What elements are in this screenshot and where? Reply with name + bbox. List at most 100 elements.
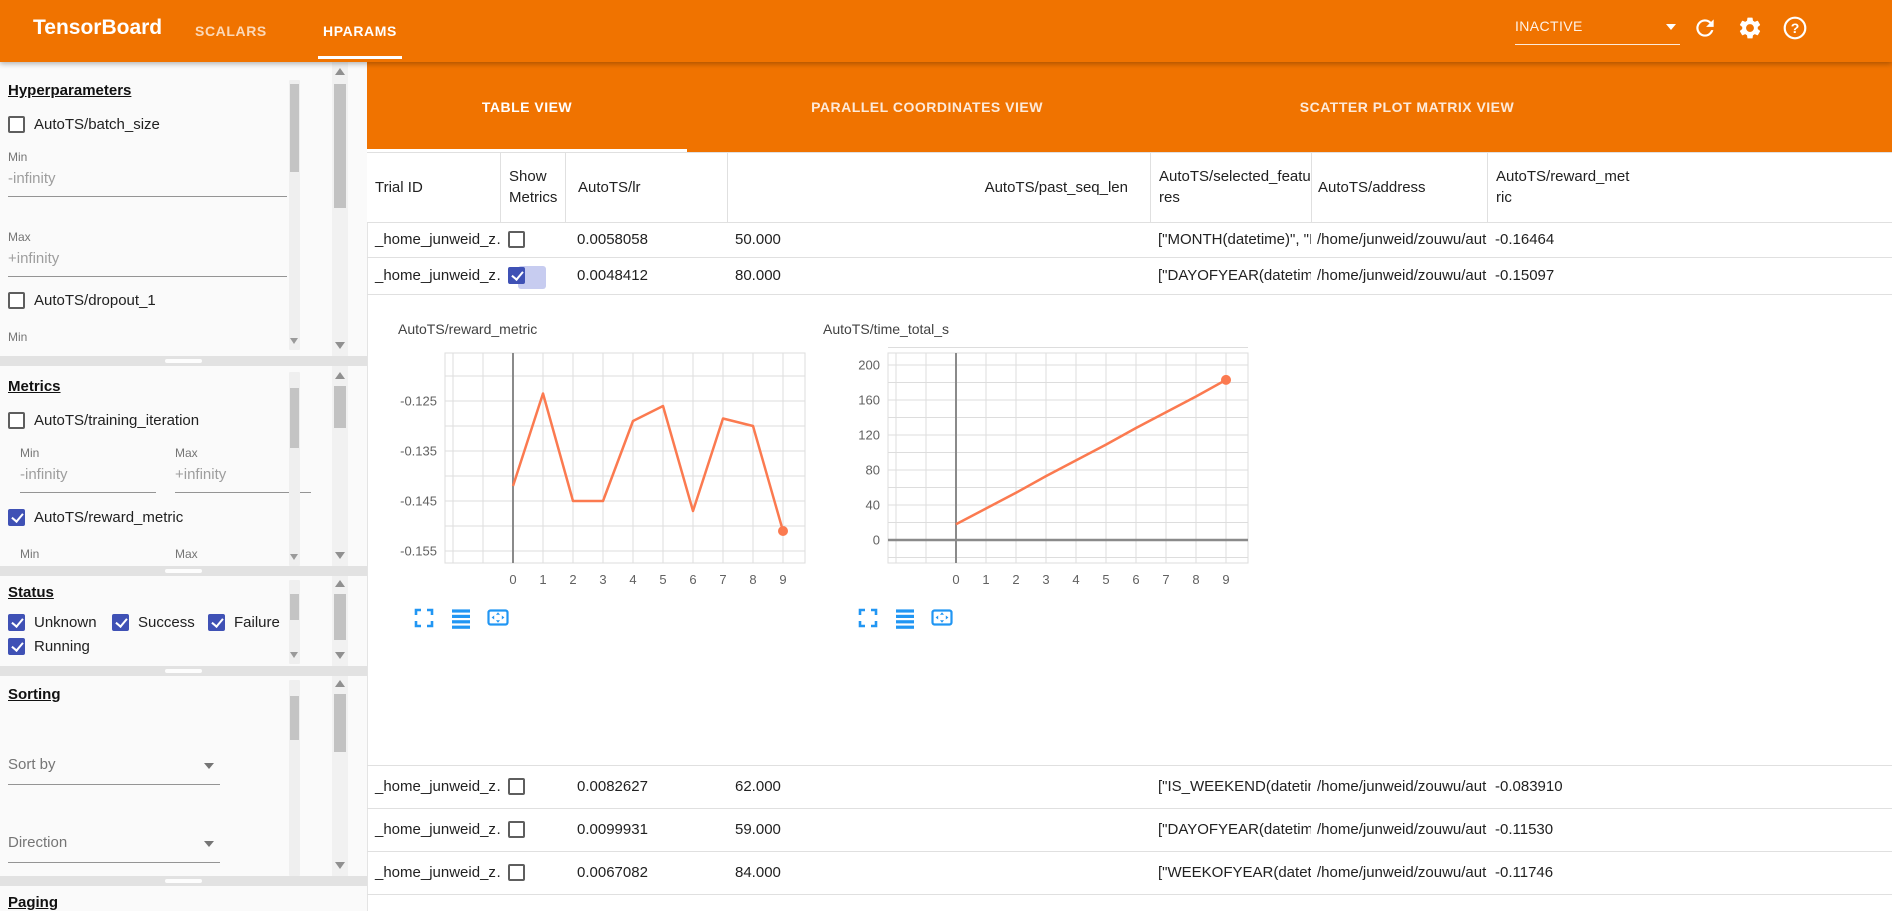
run-selector[interactable]: INACTIVE	[1515, 12, 1680, 45]
metric-max-input[interactable]: +infinity	[175, 466, 311, 493]
section-resize-handle[interactable]	[0, 666, 367, 676]
metric-min-input[interactable]: -infinity	[20, 466, 156, 493]
fullscreen-icon[interactable]	[856, 606, 880, 630]
checkbox-status-unknown[interactable]	[8, 614, 25, 631]
show-metrics-checkbox-row5[interactable]	[508, 864, 525, 881]
show-metrics-checkbox-row3[interactable]	[508, 778, 525, 795]
nav-tab-hparams[interactable]: HPARAMS	[323, 23, 397, 39]
help-icon[interactable]: ?	[1782, 15, 1812, 45]
section-resize-handle[interactable]	[0, 876, 367, 886]
settings-gear-icon[interactable]	[1737, 15, 1767, 45]
cell-address: /home/junweid/zouwu/aut…	[1317, 821, 1487, 838]
outer-scrollbar-1[interactable]	[332, 62, 348, 356]
run-selector-value: INACTIVE	[1515, 18, 1583, 34]
col-header-reward-metric[interactable]: AutoTS/reward_metric	[1487, 152, 1892, 222]
svg-text:-0.145: -0.145	[400, 494, 437, 509]
pan-zoom-icon[interactable]	[486, 606, 510, 630]
view-tab-indicator	[367, 149, 687, 152]
tab-scatter-plot-matrix-view[interactable]: SCATTER PLOT MATRIX VIEW	[1299, 99, 1515, 115]
outer-scrollbar-2[interactable]	[332, 366, 348, 566]
scroll-down-arrow-icon[interactable]	[335, 652, 345, 659]
time-total-line-chart[interactable]: 200 160 120 80 40 0 0 1 2 3 4 5 6 7 8 9	[810, 318, 1270, 603]
checkbox-batch-size[interactable]	[8, 116, 25, 133]
section-resize-handle[interactable]	[0, 566, 367, 576]
scroll-up-arrow-icon[interactable]	[335, 68, 345, 75]
sorting-scrollbar[interactable]	[289, 680, 300, 876]
col-header-lr[interactable]: AutoTS/lr	[565, 152, 727, 222]
show-metrics-checkbox-row1[interactable]	[508, 231, 525, 248]
svg-text:-0.125: -0.125	[400, 394, 437, 409]
checkbox-status-running[interactable]	[8, 638, 25, 655]
cell-address: /home/junweid/zouwu/aut…	[1317, 778, 1487, 795]
cell-trial-id: _home_junweid_z…	[375, 864, 500, 881]
refresh-icon[interactable]	[1692, 15, 1722, 45]
show-metrics-checkbox-row4[interactable]	[508, 821, 525, 838]
outer-scrollbar-4[interactable]	[332, 676, 348, 876]
section-title-paging: Paging	[8, 894, 59, 911]
svg-text:?: ?	[1791, 20, 1800, 36]
metrics-scrollbar[interactable]	[289, 372, 300, 566]
reward-metric-line-chart[interactable]: -0.125 -0.135 -0.145 -0.155 0 1 2 3 4 5 6 7 8 9	[367, 318, 812, 603]
col-header-address[interactable]: AutoTS/address	[1311, 152, 1487, 222]
tab-parallel-coordinates-view[interactable]: PARALLEL COORDINATES VIEW	[811, 99, 1043, 115]
svg-text:2: 2	[1012, 572, 1019, 587]
scroll-down-arrow-icon[interactable]	[290, 554, 298, 560]
scroll-down-arrow-icon[interactable]	[335, 552, 345, 559]
chart-title-time-total: AutoTS/time_total_s	[823, 321, 950, 337]
section-title-hyperparameters: Hyperparameters	[8, 82, 132, 99]
status-scrollbar[interactable]	[289, 580, 300, 664]
section-title-sorting: Sorting	[8, 686, 61, 703]
svg-text:0: 0	[952, 572, 959, 587]
checkbox-status-failure[interactable]	[208, 614, 225, 631]
scroll-up-arrow-icon[interactable]	[335, 372, 345, 379]
scroll-up-arrow-icon[interactable]	[335, 680, 345, 687]
checkbox-training-iteration[interactable]	[8, 412, 25, 429]
cell-selected-features: ["DAYOFYEAR(datetime…	[1158, 267, 1311, 284]
svg-text:0: 0	[509, 572, 516, 587]
cell-past-seq-len: 84.000	[735, 864, 781, 881]
checkbox-dropout-1[interactable]	[8, 292, 25, 309]
col-header-past-seq-len[interactable]: AutoTS/past_seq_len	[727, 152, 1150, 222]
svg-text:200: 200	[858, 358, 880, 373]
show-metrics-checkbox-row2[interactable]	[508, 267, 525, 284]
cell-past-seq-len: 62.000	[735, 778, 781, 795]
scroll-down-arrow-icon[interactable]	[335, 342, 345, 349]
col-header-selected-features[interactable]: AutoTS/selected_features	[1150, 152, 1311, 222]
chevron-down-icon	[1666, 24, 1676, 30]
hyperparameters-scrollbar[interactable]	[289, 80, 300, 350]
row-lines-icon[interactable]	[893, 606, 917, 630]
cell-trial-id: _home_junweid_z…	[375, 267, 500, 284]
pan-zoom-icon[interactable]	[930, 606, 954, 630]
col-header-trial-id[interactable]: Trial ID	[367, 152, 500, 222]
section-resize-handle[interactable]	[0, 356, 367, 366]
outer-scrollbar-3[interactable]	[332, 576, 348, 666]
scroll-down-arrow-icon[interactable]	[290, 652, 298, 658]
sort-by-select[interactable]: Sort by	[8, 756, 220, 785]
divider	[367, 222, 1892, 223]
cell-lr: 0.0099931	[577, 821, 648, 838]
divider	[367, 257, 1892, 258]
max-input[interactable]: +infinity	[8, 250, 287, 277]
scroll-up-arrow-icon[interactable]	[335, 580, 345, 587]
checkbox-status-success[interactable]	[112, 614, 129, 631]
min-input[interactable]: -infinity	[8, 170, 287, 197]
fullscreen-icon[interactable]	[412, 606, 436, 630]
chevron-down-icon	[204, 841, 214, 847]
direction-select[interactable]: Direction	[8, 834, 220, 863]
row-lines-icon[interactable]	[449, 606, 473, 630]
nav-tab-scalars[interactable]: SCALARS	[195, 23, 267, 39]
svg-text:5: 5	[659, 572, 666, 587]
checkbox-reward-metric[interactable]	[8, 509, 25, 526]
col-header-show-metrics[interactable]: Show Metrics	[500, 152, 565, 222]
status-label-unknown: Unknown	[34, 614, 97, 631]
status-label-running: Running	[34, 638, 90, 655]
cell-past-seq-len: 59.000	[735, 821, 781, 838]
scroll-down-arrow-icon[interactable]	[335, 862, 345, 869]
checkbox-ripple	[518, 266, 546, 289]
divider	[367, 294, 1892, 295]
tab-table-view[interactable]: TABLE VIEW	[481, 99, 573, 115]
metric2-max-label: Max	[175, 547, 198, 561]
svg-text:1: 1	[982, 572, 989, 587]
divider	[367, 765, 1892, 766]
scroll-down-arrow-icon[interactable]	[290, 338, 298, 344]
